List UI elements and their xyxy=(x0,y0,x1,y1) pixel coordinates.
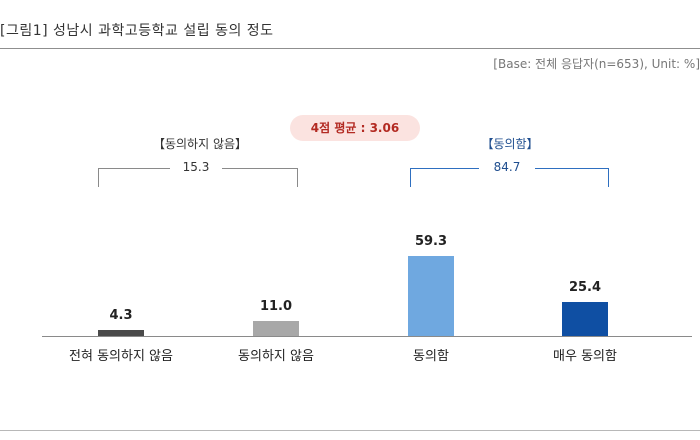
disagree-group-label: 【동의하지 않음】 xyxy=(152,137,248,151)
category-label: 동의하지 않음 xyxy=(238,349,314,364)
category-label: 전혀 동의하지 않음 xyxy=(69,349,173,364)
bar-value-label: 11.0 xyxy=(259,299,293,314)
bar-value-label: 25.4 xyxy=(568,280,602,295)
top-divider xyxy=(0,48,700,49)
agree-group-label: 【동의함】 xyxy=(481,137,539,151)
bottom-divider xyxy=(0,430,700,431)
disagree-group-total: 15.3 xyxy=(170,160,222,174)
x-axis-line xyxy=(42,336,692,337)
bar-1 xyxy=(98,330,144,336)
bar-3 xyxy=(408,256,454,336)
bar-4 xyxy=(562,302,608,336)
bar-2 xyxy=(253,321,299,336)
figure-title: [그림1] 성남시 과학고등학교 설립 동의 정도 xyxy=(0,23,274,39)
average-badge: 4점 평균 : 3.06 xyxy=(290,115,420,141)
bar-value-label: 59.3 xyxy=(414,234,448,249)
category-label: 매우 동의함 xyxy=(553,349,617,364)
bar-value-label: 4.3 xyxy=(109,308,133,323)
agree-group-total: 84.7 xyxy=(479,160,535,174)
base-note: [Base: 전체 응답자(n=653), Unit: %] xyxy=(493,57,700,71)
category-label: 동의함 xyxy=(413,349,449,364)
